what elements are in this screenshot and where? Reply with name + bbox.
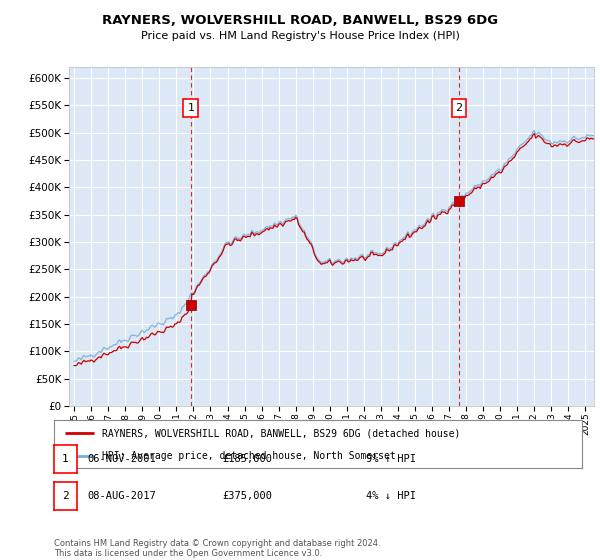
Text: £185,000: £185,000 (222, 454, 272, 464)
Text: 2: 2 (62, 491, 69, 501)
Text: 08-AUG-2017: 08-AUG-2017 (87, 491, 156, 501)
Text: Price paid vs. HM Land Registry's House Price Index (HPI): Price paid vs. HM Land Registry's House … (140, 31, 460, 41)
Text: 4% ↓ HPI: 4% ↓ HPI (366, 491, 416, 501)
Text: 2: 2 (455, 103, 463, 113)
Text: 1: 1 (187, 103, 194, 113)
Text: Contains HM Land Registry data © Crown copyright and database right 2024.: Contains HM Land Registry data © Crown c… (54, 539, 380, 548)
Text: HPI: Average price, detached house, North Somerset: HPI: Average price, detached house, Nort… (101, 451, 395, 461)
Text: 9% ↑ HPI: 9% ↑ HPI (366, 454, 416, 464)
Text: £375,000: £375,000 (222, 491, 272, 501)
Text: 06-NOV-2001: 06-NOV-2001 (87, 454, 156, 464)
Text: 1: 1 (62, 454, 69, 464)
Text: This data is licensed under the Open Government Licence v3.0.: This data is licensed under the Open Gov… (54, 549, 322, 558)
Text: RAYNERS, WOLVERSHILL ROAD, BANWELL, BS29 6DG (detached house): RAYNERS, WOLVERSHILL ROAD, BANWELL, BS29… (101, 428, 460, 438)
Text: RAYNERS, WOLVERSHILL ROAD, BANWELL, BS29 6DG: RAYNERS, WOLVERSHILL ROAD, BANWELL, BS29… (102, 14, 498, 27)
